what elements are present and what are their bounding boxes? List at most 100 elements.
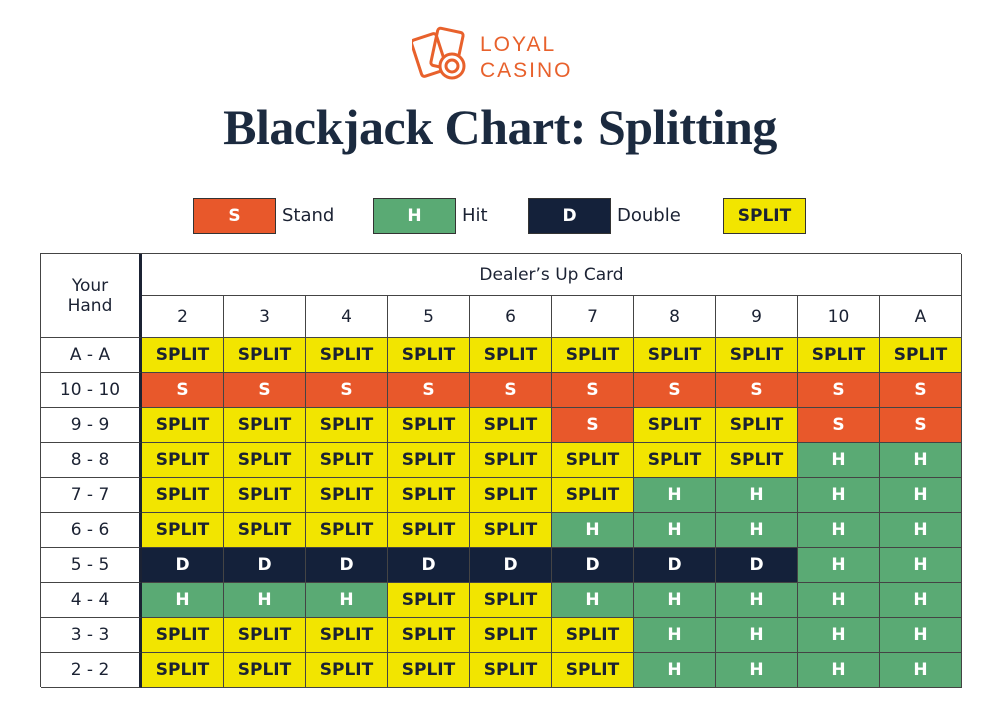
cell: H <box>880 653 962 688</box>
cell: SPLIT <box>388 513 470 548</box>
cell: SPLIT <box>388 478 470 513</box>
cell: SPLIT <box>634 408 716 443</box>
cell: H <box>798 513 880 548</box>
row-header: 6 - 6 <box>41 513 142 548</box>
column-header: 9 <box>716 296 798 338</box>
cell: H <box>880 583 962 618</box>
legend-label: Hit <box>462 205 488 226</box>
cell: SPLIT <box>224 478 306 513</box>
cell: H <box>798 443 880 478</box>
cell: H <box>716 653 798 688</box>
cell: SPLIT <box>142 443 224 478</box>
cell: D <box>388 548 470 583</box>
cell: S <box>142 373 224 408</box>
cell: H <box>634 478 716 513</box>
row-header: 10 - 10 <box>41 373 142 408</box>
cell: H <box>552 583 634 618</box>
cell: H <box>224 583 306 618</box>
cell: SPLIT <box>552 653 634 688</box>
cell: S <box>798 373 880 408</box>
column-header: 4 <box>306 296 388 338</box>
title: Blackjack Chart: Splitting <box>223 99 777 155</box>
cell: SPLIT <box>306 408 388 443</box>
row-header: 9 - 9 <box>41 408 142 443</box>
cell: SPLIT <box>306 443 388 478</box>
cell: D <box>142 548 224 583</box>
column-header: 2 <box>142 296 224 338</box>
cell: S <box>880 373 962 408</box>
cell: SPLIT <box>306 478 388 513</box>
cell: S <box>470 373 552 408</box>
cell: SPLIT <box>224 653 306 688</box>
cell: SPLIT <box>224 618 306 653</box>
column-header: 10 <box>798 296 880 338</box>
cell: H <box>798 653 880 688</box>
cell: SPLIT <box>224 443 306 478</box>
cell: SPLIT <box>142 338 224 373</box>
row-header: 5 - 5 <box>41 548 142 583</box>
table: Your Hand Dealer’s Up Card 2 3 4 5 6 7 8 9 10 A A - … <box>40 253 962 688</box>
cell: SPLIT <box>470 583 552 618</box>
cell: H <box>634 513 716 548</box>
cell: S <box>552 408 634 443</box>
group-header: Dealer’s Up Card <box>142 254 962 296</box>
cell: SPLIT <box>716 338 798 373</box>
cell: SPLIT <box>224 338 306 373</box>
cell: D <box>224 548 306 583</box>
cell: H <box>880 618 962 653</box>
column-header: 5 <box>388 296 470 338</box>
cell: SPLIT <box>306 513 388 548</box>
cell: SPLIT <box>798 338 880 373</box>
cell: S <box>716 373 798 408</box>
cell: H <box>798 583 880 618</box>
cell: D <box>634 548 716 583</box>
logo-text: LOYAL CASINO <box>480 32 573 84</box>
legend-label: Double <box>617 205 681 226</box>
cell: SPLIT <box>470 618 552 653</box>
logo-line: CASINO <box>480 59 573 82</box>
cell: S <box>880 408 962 443</box>
cell: H <box>716 583 798 618</box>
cell: S <box>552 373 634 408</box>
cell: SPLIT <box>552 338 634 373</box>
cell: H <box>634 618 716 653</box>
column-header: 7 <box>552 296 634 338</box>
cell: SPLIT <box>470 443 552 478</box>
cell: SPLIT <box>142 408 224 443</box>
cell: H <box>880 513 962 548</box>
cell: SPLIT <box>880 338 962 373</box>
cell: SPLIT <box>552 443 634 478</box>
cell: H <box>634 653 716 688</box>
cell: SPLIT <box>388 618 470 653</box>
row-header: 7 - 7 <box>41 478 142 513</box>
cell: S <box>798 408 880 443</box>
cell: SPLIT <box>306 653 388 688</box>
cell: SPLIT <box>142 478 224 513</box>
row-header: 3 - 3 <box>41 618 142 653</box>
row-header: 2 - 2 <box>41 653 142 688</box>
cell: D <box>470 548 552 583</box>
cell: SPLIT <box>634 338 716 373</box>
cell: H <box>798 478 880 513</box>
legend-swatch: D <box>528 198 611 234</box>
cell: H <box>716 513 798 548</box>
cell: D <box>716 548 798 583</box>
cell: SPLIT <box>716 443 798 478</box>
cell: H <box>552 513 634 548</box>
cell: S <box>634 373 716 408</box>
cell: H <box>716 618 798 653</box>
row-header: A - A <box>41 338 142 373</box>
cell: SPLIT <box>388 408 470 443</box>
cell: SPLIT <box>552 618 634 653</box>
corner-header: Your Hand <box>41 254 142 338</box>
cell: SPLIT <box>470 653 552 688</box>
cell: H <box>880 443 962 478</box>
legend-label: Stand <box>282 205 335 226</box>
cell: D <box>552 548 634 583</box>
legend-swatch: SPLIT <box>723 198 806 234</box>
cell: S <box>388 373 470 408</box>
cell: SPLIT <box>470 408 552 443</box>
row-header: 4 - 4 <box>41 583 142 618</box>
cell: SPLIT <box>142 653 224 688</box>
